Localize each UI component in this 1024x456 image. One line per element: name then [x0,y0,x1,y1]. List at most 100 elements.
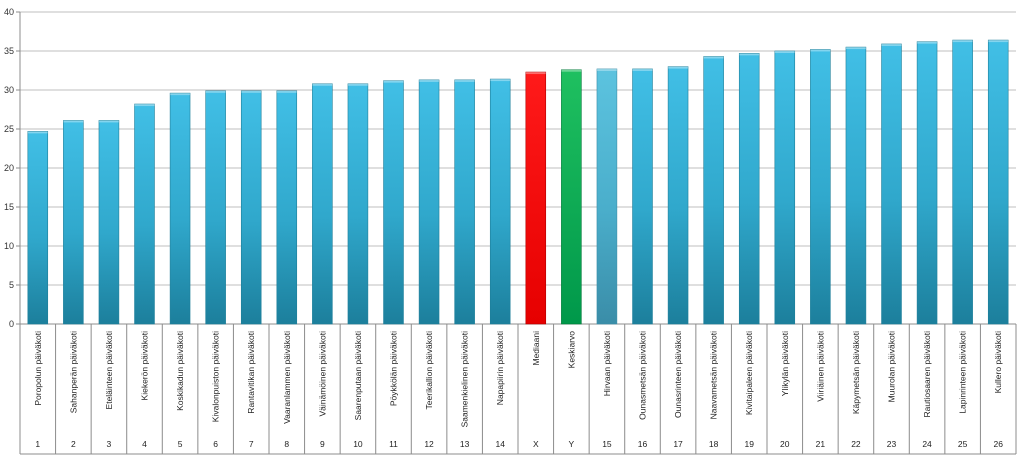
bar [810,49,831,325]
y-tick-label: 5 [9,280,14,290]
x-category-code: X [533,439,539,449]
bar-highlight [881,43,902,46]
x-category-label: Koskikadun päiväkoti [175,331,185,411]
bar-highlight [525,72,546,75]
x-category-code: 3 [107,439,112,449]
bar [952,39,973,325]
x-category-label: Eteläinteen päiväkoti [104,331,114,410]
bar [98,120,120,325]
x-category-code: 10 [353,439,363,449]
x-category-label: Kivalonpuiston päiväkoti [211,331,221,422]
x-category-code: 18 [709,439,719,449]
bar [667,66,689,325]
x-category-code: 6 [213,439,218,449]
bar-highlight [988,40,1009,43]
bar [454,79,475,325]
bar-highlight [170,93,191,96]
x-category-label: Kivitaipaleen päiväkoti [744,331,754,415]
x-category-code: 25 [958,439,968,449]
bar-highlight [596,68,617,71]
bar [881,43,902,325]
x-category-label: Hirvaan päiväkoti [602,331,612,396]
x-category-code: Y [569,439,575,449]
x-category-code: 12 [424,439,434,449]
gridlines [20,11,1016,286]
x-category-code: 8 [284,439,289,449]
bar-highlight [810,49,831,52]
bar [240,90,262,325]
bar-highlight [419,79,440,82]
bar [916,41,938,325]
bar-highlight [205,90,226,93]
x-category-label: Väinämöinen päiväkoti [317,331,327,417]
bar [169,92,191,325]
bar-highlight [276,90,297,93]
bar [987,39,1009,325]
bar-highlight [98,120,119,123]
bar-highlight [454,79,475,82]
bar-highlight [845,47,866,50]
bar [774,50,796,325]
x-category-code: 13 [460,439,470,449]
bar [738,53,760,325]
bar-highlight [63,120,84,123]
bar-highlight [774,51,795,53]
x-category-label: Rautiosaaren päiväkoti [922,331,932,418]
x-category-code: 4 [142,439,147,449]
bar [489,78,511,325]
bar-highlight [312,83,333,86]
bar [383,80,404,325]
x-category-code: 11 [389,439,398,449]
y-tick-label: 25 [4,124,14,134]
y-tick-label: 20 [4,163,14,173]
bar-highlight [383,80,404,83]
y-tick-label: 40 [4,7,14,17]
y-tick-label: 30 [4,85,14,95]
x-category-code: 26 [993,439,1003,449]
bar [63,120,84,325]
x-category-code: 1 [35,439,40,449]
bar-highlight [632,68,653,71]
x-category-label: Käpymetsän päiväkoti [851,331,861,414]
x-category-label: Teerikallion päiväkoti [424,331,434,410]
x-category-label: Keskiarvo [566,331,576,369]
x-category-code: 20 [780,439,790,449]
x-category-label: Kullero päiväkoti [993,331,1003,393]
x-category-code: 7 [249,439,254,449]
x-category-code: 15 [602,439,612,449]
bar [632,68,653,325]
x-category-label: Rantavitikan päiväkoti [246,331,256,414]
x-category-label: Muurolan päiväkoti [887,331,897,402]
bar-highlight [739,53,760,56]
x-category-label: Saarenputaan päiväkoti [353,331,363,420]
bar [134,103,155,325]
x-category-code: 21 [816,439,826,449]
bar [845,46,867,325]
bar-highlight [952,40,973,43]
bar [561,69,582,325]
x-category-label: Mediaani [531,331,541,366]
bar [27,131,49,325]
x-category-label: Pöykkölän päiväkoti [389,331,399,406]
bar [525,71,547,325]
y-tick-label: 10 [4,241,14,251]
bars [27,39,1009,325]
bar-highlight [27,131,48,134]
x-category-label: Ounasrinteen päiväkoti [673,331,683,418]
x-category-label: Poropolun päiväkoti [33,331,43,406]
y-tick-label: 35 [4,46,14,56]
x-category-label: Vaaranlammen päiväkoti [282,331,292,424]
bar [596,68,618,325]
x-category-code: 24 [922,439,932,449]
bar [312,83,333,325]
x-category-code: 9 [320,439,325,449]
bar [347,83,369,325]
x-category-code: 23 [887,439,897,449]
y-tick-label: 15 [4,202,14,212]
x-category-code: 5 [178,439,183,449]
category-labels: Poropolun päiväkoti 1 Sahanperän päiväkoti… [33,331,1003,449]
bar-highlight [703,56,724,59]
x-category-label: Viiriäinen päiväkoti [815,331,825,402]
bar [703,56,724,325]
